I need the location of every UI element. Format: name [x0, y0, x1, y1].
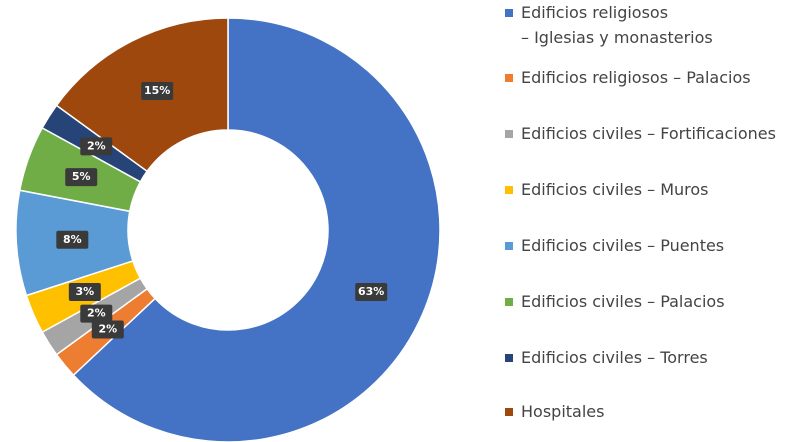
data-label: 5%: [72, 170, 91, 183]
legend-swatch: [505, 354, 513, 362]
slice: [72, 17, 441, 442]
data-label: 2%: [87, 307, 106, 320]
data-label: 2%: [87, 139, 106, 152]
data-label: 15%: [144, 84, 170, 97]
label-box: [355, 282, 388, 301]
legend-item: Edificios civiles – Palacios: [505, 289, 725, 314]
legend-label: Edificios civiles – Torres: [521, 348, 708, 367]
label-box: [80, 137, 113, 156]
legend-label: Edificios civiles – Muros: [521, 180, 709, 199]
legend-item: Hospitales: [505, 399, 604, 424]
legend-item: Edificios civiles – Fortificaciones: [505, 121, 776, 146]
legend-item: Edificios civiles – Torres: [505, 345, 708, 370]
legend-label: Edificios civiles – Fortificaciones: [521, 124, 776, 143]
label-box: [68, 282, 101, 301]
label-box: [65, 168, 98, 187]
legend-label: Hospitales: [521, 402, 605, 421]
legend-swatch: [505, 186, 513, 194]
legend-swatch: [505, 130, 513, 138]
data-label: 63%: [358, 285, 384, 298]
legend-swatch: [505, 298, 513, 306]
label-box: [80, 304, 113, 323]
data-label: 3%: [75, 285, 94, 298]
data-label: 8%: [63, 233, 82, 246]
legend-item: Edificios civiles – Muros: [505, 177, 709, 202]
legend-item: Edificios religiosos – Iglesias y monast…: [505, 0, 713, 50]
legend-swatch: [505, 242, 513, 250]
donut: 63% 2% 2% 3% 8% 5% 2% 15%: [15, 17, 441, 442]
legend-label: Edificios religiosos – Palacios: [521, 68, 751, 87]
legend-label: Edificios civiles – Palacios: [521, 292, 725, 311]
legend-swatch: [505, 9, 513, 17]
legend-swatch: [505, 408, 513, 416]
legend-item: Edificios religiosos – Palacios: [505, 65, 751, 90]
label-box: [91, 320, 124, 339]
label-box: [56, 230, 89, 249]
data-label: 2%: [98, 322, 117, 335]
legend-item: Edificios civiles – Puentes: [505, 233, 724, 258]
label-box: [141, 82, 174, 101]
legend-swatch: [505, 74, 513, 82]
legend-label: Edificios civiles – Puentes: [521, 236, 725, 255]
legend-label: Edificios religiosos – Iglesias y monast…: [521, 3, 713, 47]
